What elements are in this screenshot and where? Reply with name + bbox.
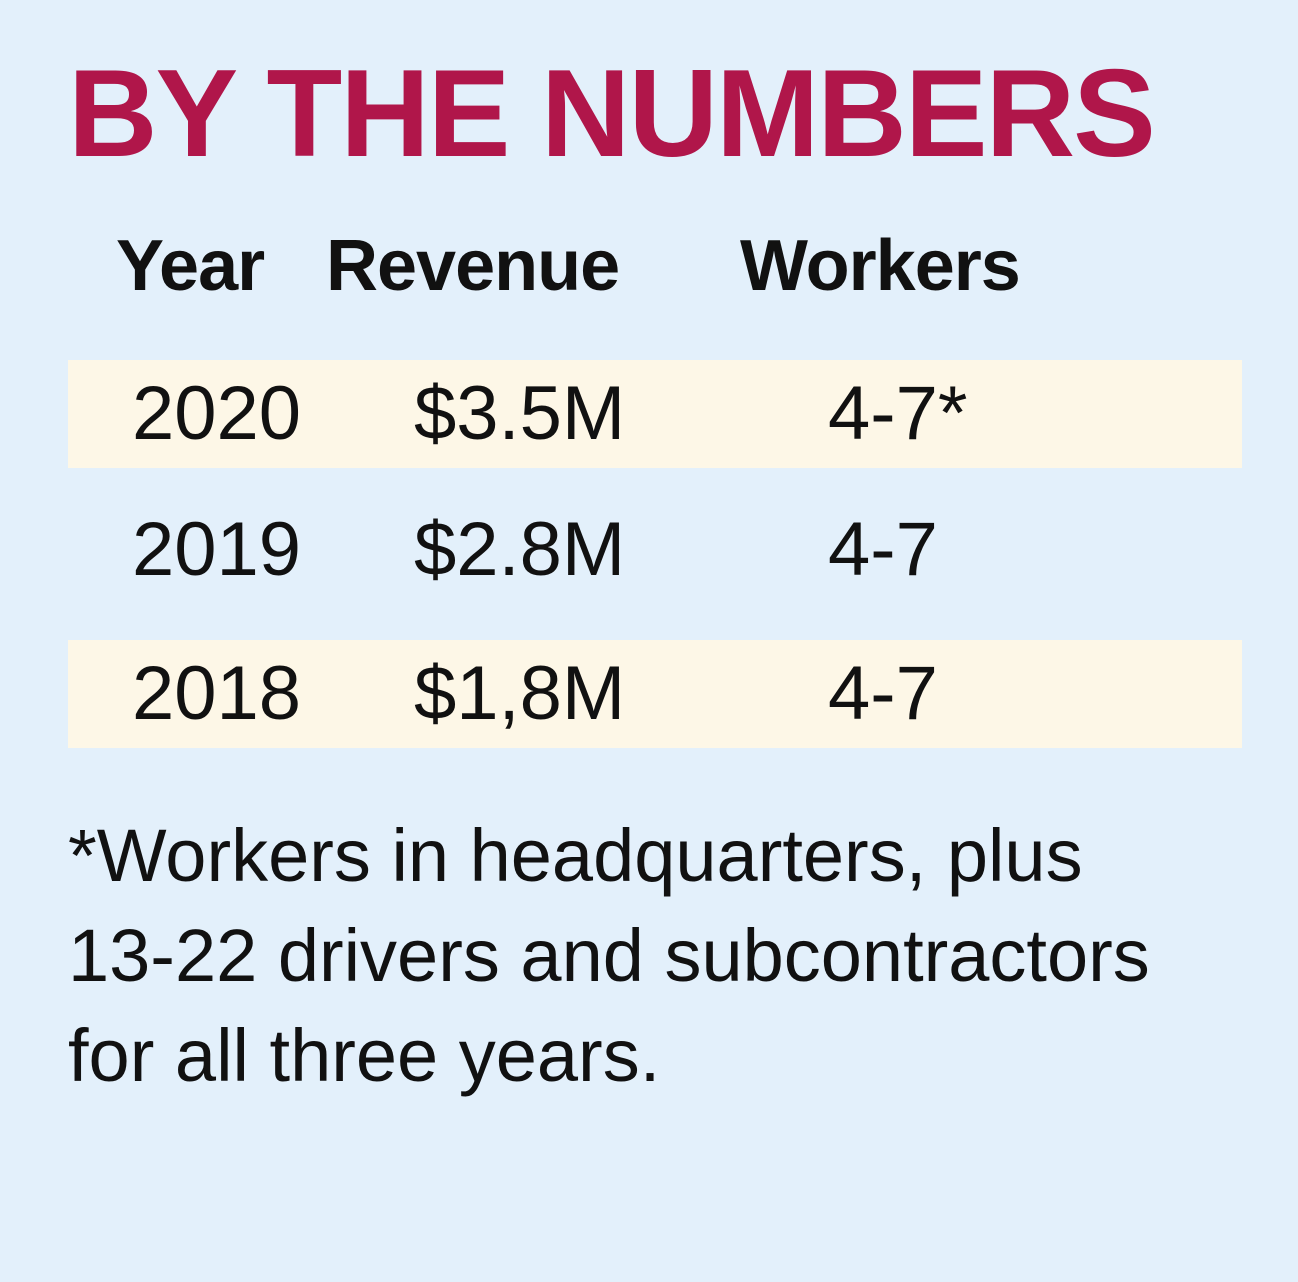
revenue-cell: $3.5M (414, 371, 626, 456)
workers-cell: 4-7* (828, 371, 968, 456)
workers-cell: 4-7 (828, 507, 938, 592)
column-header-year: Year (116, 226, 265, 306)
column-header-workers: Workers (740, 226, 1021, 306)
revenue-cell: $1,8M (414, 651, 626, 736)
footnote: *Workers in headquarters, plus 13-22 dri… (68, 814, 1150, 1097)
page-title: BY THE NUMBERS (68, 45, 1156, 183)
column-header-revenue: Revenue (326, 226, 620, 306)
revenue-cell: $2.8M (414, 507, 626, 592)
year-cell: 2018 (132, 651, 302, 736)
table-row: 2018 $1,8M 4-7 (68, 640, 1242, 748)
table-row: 2020 $3.5M 4-7* (68, 360, 1242, 468)
workers-cell: 4-7 (828, 651, 938, 736)
table-row: 2019 $2.8M 4-7 (68, 496, 1242, 604)
year-cell: 2020 (132, 371, 302, 456)
year-cell: 2019 (132, 507, 302, 592)
